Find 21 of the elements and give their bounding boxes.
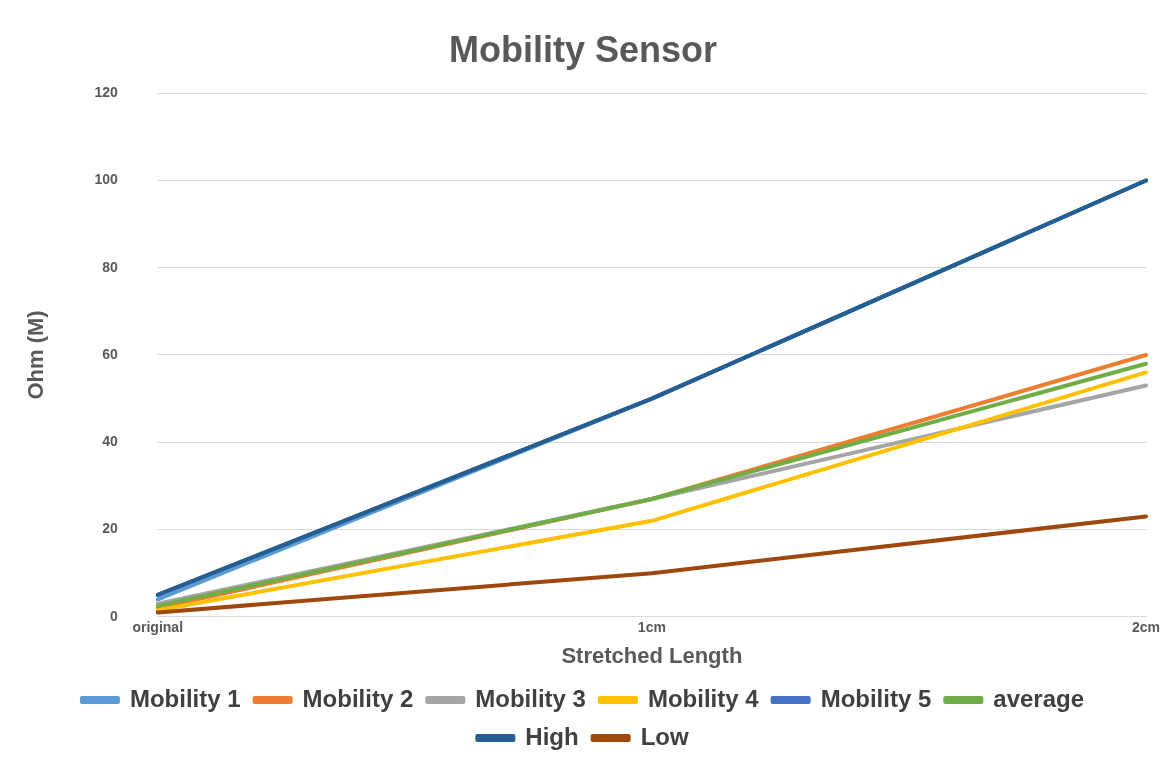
y-tick-label: 0 bbox=[109, 607, 118, 624]
legend-label: Low bbox=[640, 722, 689, 750]
legend-label: Mobility 4 bbox=[647, 684, 760, 712]
legend-label: High bbox=[525, 722, 579, 750]
x-axis-title: Stretched Length bbox=[561, 642, 743, 668]
x-tick-label: original bbox=[132, 619, 184, 636]
y-tick-label: 60 bbox=[102, 345, 118, 362]
y-axis-title: Ohm (M) bbox=[23, 310, 49, 400]
chart-title: Mobility Sensor bbox=[448, 28, 718, 70]
legend-label: Mobility 3 bbox=[475, 684, 586, 712]
x-tick-label: 2cm bbox=[1131, 619, 1161, 636]
y-tick-label: 40 bbox=[102, 433, 118, 450]
legend-label: Mobility 5 bbox=[820, 684, 932, 712]
x-tick-label: 1cm bbox=[637, 619, 666, 636]
legend-label: Mobility 1 bbox=[129, 684, 241, 712]
y-tick-label: 100 bbox=[94, 171, 118, 188]
legend-label: Mobility 2 bbox=[302, 684, 414, 712]
legend-label: average bbox=[993, 684, 1085, 712]
y-tick-label: 20 bbox=[102, 520, 118, 537]
y-tick-label: 80 bbox=[102, 258, 118, 275]
y-tick-label: 120 bbox=[94, 84, 118, 101]
